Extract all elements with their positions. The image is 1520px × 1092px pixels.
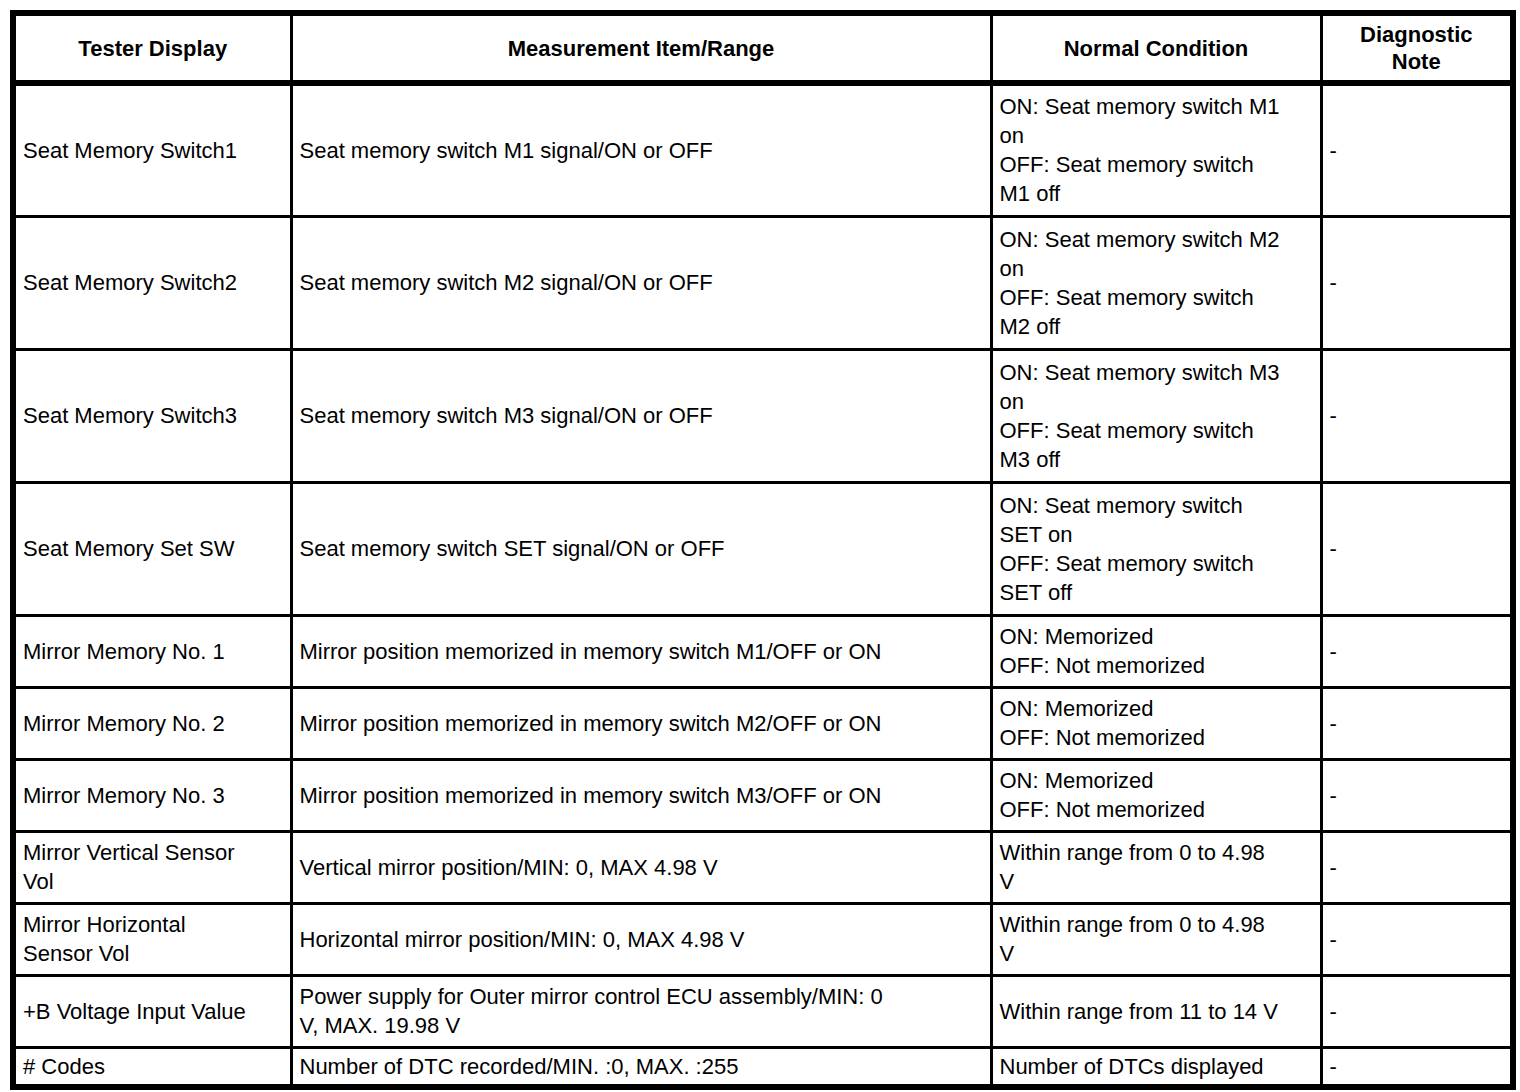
- cell-diagnostic-note: -: [1321, 687, 1513, 759]
- cell-tester-display: Mirror Horizontal Sensor Vol: [13, 903, 291, 975]
- table-row: Seat Memory Switch3 Seat memory switch M…: [13, 349, 1513, 482]
- cell-normal-condition: ON: Seat memory switch SET on OFF: Seat …: [991, 482, 1321, 615]
- cell-normal-condition: Within range from 0 to 4.98 V: [991, 831, 1321, 903]
- cell-tester-display: Seat Memory Switch2: [13, 216, 291, 349]
- table-body: Seat Memory Switch1 Seat memory switch M…: [13, 83, 1513, 1087]
- header-diagnostic-note: Diagnostic Note: [1321, 13, 1513, 83]
- cell-normal-condition: ON: Memorized OFF: Not memorized: [991, 615, 1321, 687]
- table-row: # Codes Number of DTC recorded/MIN. :0, …: [13, 1047, 1513, 1087]
- table-row: +B Voltage Input Value Power supply for …: [13, 975, 1513, 1047]
- cell-tester-display: Mirror Memory No. 3: [13, 759, 291, 831]
- table-header: Tester Display Measurement Item/Range No…: [13, 13, 1513, 83]
- cell-tester-display: Mirror Memory No. 2: [13, 687, 291, 759]
- table-row: Mirror Vertical Sensor Vol Vertical mirr…: [13, 831, 1513, 903]
- cell-diagnostic-note: -: [1321, 349, 1513, 482]
- cell-diagnostic-note: -: [1321, 615, 1513, 687]
- cell-measurement-item-range: Mirror position memorized in memory swit…: [291, 615, 991, 687]
- cell-normal-condition: ON: Seat memory switch M1 on OFF: Seat m…: [991, 83, 1321, 216]
- header-tester-display: Tester Display: [13, 13, 291, 83]
- cell-normal-condition: Within range from 0 to 4.98 V: [991, 903, 1321, 975]
- cell-normal-condition: ON: Seat memory switch M3 on OFF: Seat m…: [991, 349, 1321, 482]
- cell-diagnostic-note: -: [1321, 975, 1513, 1047]
- cell-normal-condition: ON: Memorized OFF: Not memorized: [991, 759, 1321, 831]
- cell-tester-display: # Codes: [13, 1047, 291, 1087]
- cell-diagnostic-note: -: [1321, 903, 1513, 975]
- cell-normal-condition: ON: Seat memory switch M2 on OFF: Seat m…: [991, 216, 1321, 349]
- table-row: Mirror Memory No. 1 Mirror position memo…: [13, 615, 1513, 687]
- cell-normal-condition: Number of DTCs displayed: [991, 1047, 1321, 1087]
- cell-measurement-item-range: Vertical mirror position/MIN: 0, MAX 4.9…: [291, 831, 991, 903]
- table-row: Mirror Memory No. 2 Mirror position memo…: [13, 687, 1513, 759]
- cell-diagnostic-note: -: [1321, 1047, 1513, 1087]
- cell-tester-display: Mirror Vertical Sensor Vol: [13, 831, 291, 903]
- cell-measurement-item-range: Power supply for Outer mirror control EC…: [291, 975, 991, 1047]
- table-row: Seat Memory Set SW Seat memory switch SE…: [13, 482, 1513, 615]
- tester-data-list-table: Tester Display Measurement Item/Range No…: [10, 10, 1516, 1090]
- cell-measurement-item-range: Seat memory switch M1 signal/ON or OFF: [291, 83, 991, 216]
- table-row: Mirror Horizontal Sensor Vol Horizontal …: [13, 903, 1513, 975]
- cell-diagnostic-note: -: [1321, 216, 1513, 349]
- cell-normal-condition: Within range from 11 to 14 V: [991, 975, 1321, 1047]
- cell-normal-condition: ON: Memorized OFF: Not memorized: [991, 687, 1321, 759]
- cell-measurement-item-range: Mirror position memorized in memory swit…: [291, 759, 991, 831]
- header-normal-condition: Normal Condition: [991, 13, 1321, 83]
- cell-tester-display: +B Voltage Input Value: [13, 975, 291, 1047]
- cell-diagnostic-note: -: [1321, 83, 1513, 216]
- cell-diagnostic-note: -: [1321, 831, 1513, 903]
- cell-tester-display: Mirror Memory No. 1: [13, 615, 291, 687]
- cell-measurement-item-range: Mirror position memorized in memory swit…: [291, 687, 991, 759]
- table-row: Seat Memory Switch2 Seat memory switch M…: [13, 216, 1513, 349]
- cell-measurement-item-range: Number of DTC recorded/MIN. :0, MAX. :25…: [291, 1047, 991, 1087]
- table-row: Seat Memory Switch1 Seat memory switch M…: [13, 83, 1513, 216]
- cell-diagnostic-note: -: [1321, 482, 1513, 615]
- header-measurement-item-range: Measurement Item/Range: [291, 13, 991, 83]
- cell-diagnostic-note: -: [1321, 759, 1513, 831]
- cell-measurement-item-range: Horizontal mirror position/MIN: 0, MAX 4…: [291, 903, 991, 975]
- cell-tester-display: Seat Memory Switch1: [13, 83, 291, 216]
- cell-tester-display: Seat Memory Set SW: [13, 482, 291, 615]
- table-row: Mirror Memory No. 3 Mirror position memo…: [13, 759, 1513, 831]
- cell-tester-display: Seat Memory Switch3: [13, 349, 291, 482]
- cell-measurement-item-range: Seat memory switch M2 signal/ON or OFF: [291, 216, 991, 349]
- cell-measurement-item-range: Seat memory switch SET signal/ON or OFF: [291, 482, 991, 615]
- header-row: Tester Display Measurement Item/Range No…: [13, 13, 1513, 83]
- cell-measurement-item-range: Seat memory switch M3 signal/ON or OFF: [291, 349, 991, 482]
